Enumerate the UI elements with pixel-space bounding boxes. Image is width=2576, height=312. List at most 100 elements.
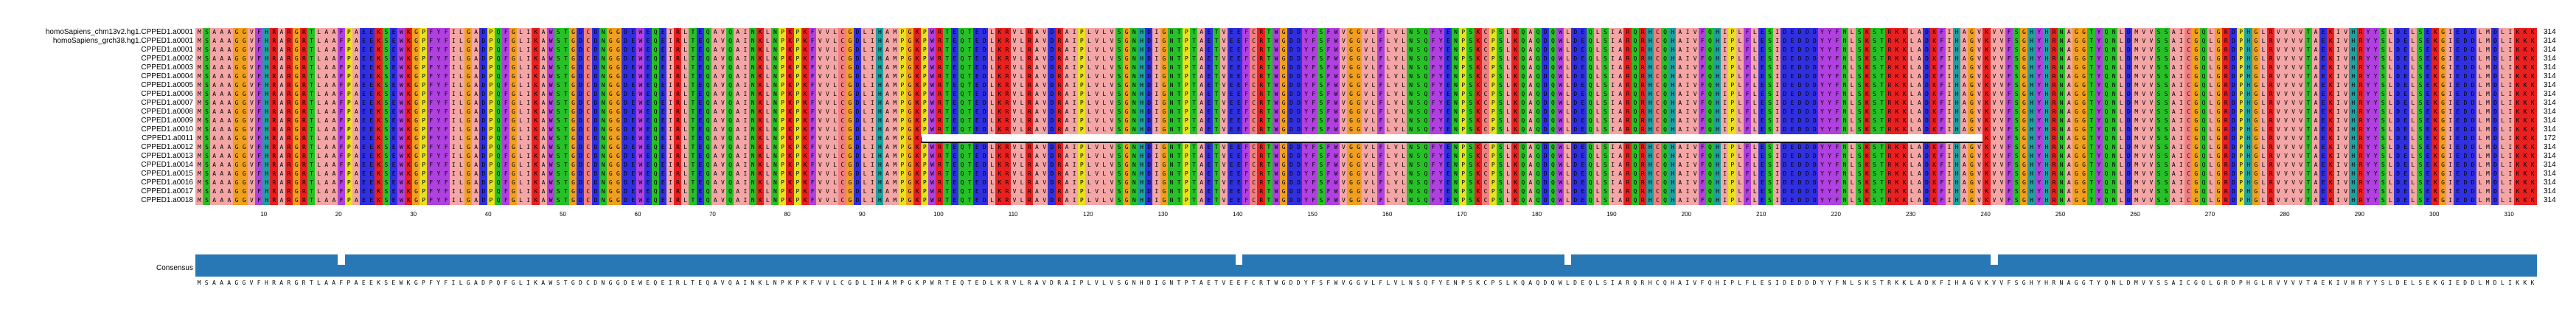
residue-cell: E [951,152,959,161]
residue-cell: G [1354,108,1362,117]
residue-cell: I [1609,63,1617,72]
residue-cell: I [1946,28,1954,37]
residue-cell [1818,134,1826,143]
residue-cell: Q [958,81,967,90]
residue-cell: P [921,46,929,55]
residue-cell: P [1489,37,1497,46]
residue-cell: P [420,81,428,90]
residue-cell: Y [2364,134,2373,143]
residue-cell: S [1870,63,1879,72]
residue-cell: R [270,125,278,134]
residue-cell: C [1654,152,1662,161]
residue-cell: A [1063,125,1071,134]
residue-cell: K [1901,125,1909,134]
residue-cell: L [457,37,465,46]
residue-cell: N [1452,90,1460,99]
residue-cell: G [1123,108,1131,117]
residue-cell: K [756,28,765,37]
residue-cell: N [1168,46,1176,55]
residue-cell: M [2132,37,2140,46]
residue-cell: S [2162,143,2171,152]
residue-cell: A [352,99,361,108]
residue-cell: Q [1519,108,1527,117]
residue-cell: V [816,90,824,99]
residue-cell: V [816,161,824,170]
residue-cell: E [1444,46,1452,55]
residue-cell: A [278,125,286,134]
residue-cell: G [569,125,577,134]
residue-cell: K [1893,99,1901,108]
residue-cell: D [2462,55,2470,63]
residue-cell: D [2125,28,2133,37]
residue-cell: E [1789,37,1797,46]
residue-cell: I [2177,125,2185,134]
residue-cell: S [383,37,391,46]
residue-cell: V [2289,99,2297,108]
residue-cell: V [1340,37,1348,46]
residue-cell: R [1639,37,1647,46]
residue-cell: D [622,143,630,152]
residue-cell: I [741,161,749,170]
residue-cell: D [1811,143,1819,152]
residue-cell: F [809,134,817,143]
residue-cell: L [2207,152,2215,161]
residue-cell: G [293,117,301,125]
residue-cell: P [1459,81,1467,90]
residue-cell: D [2462,37,2470,46]
residue-cell: H [2043,161,2051,170]
residue-cell: L [1504,99,1512,108]
residue-cell [1803,134,1811,143]
residue-cell: F [502,99,510,108]
residue-cell: I [868,90,877,99]
residue-cell: P [1078,46,1086,55]
residue-cell: R [2222,90,2230,99]
residue-cell: Q [1422,46,1430,55]
residue-cell: K [1930,117,1938,125]
residue-cell: Q [726,46,734,55]
residue-cell: S [2379,143,2387,152]
residue-cell: T [689,117,697,125]
residue-cell: E [2454,143,2462,152]
residue-cell: K [532,55,540,63]
residue-cell: N [599,108,608,117]
residue-cell: D [2125,55,2133,63]
residue-cell: R [1056,28,1064,37]
residue-cell: E [1789,117,1797,125]
residue-cell: T [1213,63,1221,72]
residue-cell: D [2394,117,2402,125]
residue-cell [1213,134,1221,143]
residue-cell: V [2274,28,2283,37]
residue-cell: E [2424,72,2432,81]
residue-cell: K [532,108,540,117]
residue-cell: K [375,63,383,72]
residue-cell: S [1497,37,1505,46]
residue-cell: Q [1534,152,1542,161]
residue-cell: H [1138,99,1146,108]
residue-cell: E [2454,90,2462,99]
residue-cell: H [262,55,271,63]
residue-cell: A [1197,55,1205,63]
residue-cell: F [442,152,450,161]
residue-cell: L [457,125,465,134]
residue-cell: F [1325,81,1333,90]
residue-cell: S [554,125,563,134]
residue-cell: Y [2095,37,2103,46]
residue-cell [1923,134,1931,143]
residue-cell: F [1744,46,1752,55]
residue-cell: K [2431,72,2440,81]
residue-cell: E [2319,63,2328,72]
residue-cell: Y [1437,90,1445,99]
residue-cell: Y [1818,108,1826,117]
residue-cell: A [1527,46,1535,55]
residue-cell [1639,134,1647,143]
residue-cell: E [973,99,981,108]
residue-cell: L [1564,143,1572,152]
residue-cell: T [2305,90,2313,99]
residue-cell: I [450,90,458,99]
residue-cell: P [1489,28,1497,37]
residue-cell: G [2215,46,2223,55]
residue-cell: Q [1661,161,1669,170]
residue-cell: K [913,117,922,125]
residue-cell: H [1138,37,1146,46]
residue-cell: I [666,55,675,63]
